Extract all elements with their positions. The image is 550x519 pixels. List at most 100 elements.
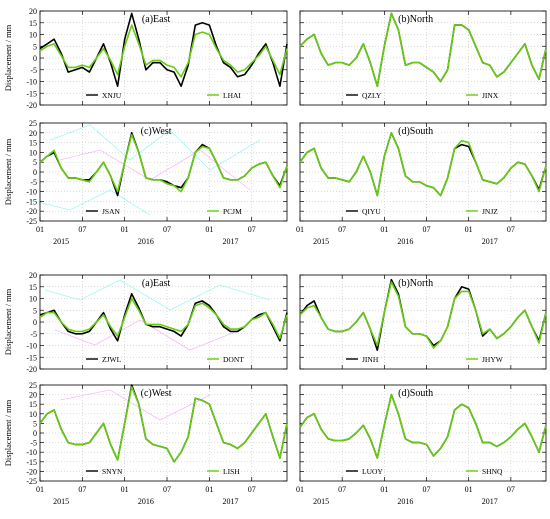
y-tick-label: 15	[29, 283, 37, 292]
year-label: 2015	[313, 237, 329, 246]
x-tick-label: 07	[163, 485, 171, 494]
x-tick-label: 07	[338, 485, 346, 494]
y-tick-label: 15	[29, 400, 37, 409]
series-line-lhai	[39, 24, 288, 78]
legend-label: PCJM	[223, 207, 242, 216]
series-line-xnju	[39, 12, 288, 87]
series-line-jnjz	[299, 132, 547, 197]
legend-label: QIYU	[362, 207, 381, 216]
x-tick-label: 07	[507, 225, 515, 234]
legend-label: ZJWL	[102, 355, 122, 364]
y-axis-label: Displacement / mm	[3, 138, 13, 205]
legend-label: JINH	[362, 355, 379, 364]
year-label: 2016	[397, 497, 413, 506]
panel-2: (b)North QZLY JINX	[299, 10, 547, 106]
y-tick-label: 15	[29, 139, 37, 148]
series-line-jinh	[299, 278, 547, 352]
legend-label: QZLY	[362, 91, 382, 100]
x-tick-label: 07	[78, 485, 86, 494]
artifact-line	[54, 319, 241, 351]
series-line-jinx	[299, 12, 547, 87]
legend-label: JHYW	[482, 355, 504, 364]
y-tick-label: 10	[29, 148, 37, 157]
year-label: 2015	[53, 237, 69, 246]
y-tick-label: 5	[33, 158, 37, 167]
x-tick-label: 01	[296, 225, 304, 234]
panel-title: (c)West	[141, 126, 172, 137]
x-tick-label: 01	[380, 485, 388, 494]
x-tick-label: 01	[36, 225, 44, 234]
year-label: 2017	[223, 497, 239, 506]
x-tick-label: 01	[296, 485, 304, 494]
x-tick-label: 01	[205, 485, 213, 494]
y-tick-label: -5	[30, 66, 37, 75]
series-line-pcjm	[39, 134, 288, 193]
year-label: 2017	[223, 237, 239, 246]
x-tick-label: 07	[78, 225, 86, 234]
artifact-line	[59, 149, 251, 191]
legend-label: JNJZ	[482, 207, 498, 216]
y-tick-label: -20	[26, 365, 37, 374]
y-tick-label: -15	[26, 458, 37, 467]
panel-6: (b)North JINH JHYW	[299, 274, 547, 370]
y-tick-label: 20	[29, 271, 37, 280]
y-axis-label: Displacement / mm	[3, 288, 13, 355]
x-tick-label: 07	[163, 225, 171, 234]
y-tick-label: 0	[33, 54, 37, 63]
panel-title: (a)East	[142, 14, 171, 25]
year-label: 2016	[138, 237, 154, 246]
year-label: 2015	[313, 497, 329, 506]
y-tick-label: -10	[26, 342, 37, 351]
y-tick-label: -10	[26, 188, 37, 197]
artifact-line	[29, 189, 151, 216]
legend-label: LISH	[223, 467, 240, 476]
panel-title: (b)North	[398, 14, 433, 25]
y-tick-label: 0	[33, 429, 37, 438]
background-artifacts	[29, 124, 271, 421]
y-tick-label: -5	[30, 439, 37, 448]
y-tick-label: 5	[33, 419, 37, 428]
legend-label: LHAI	[223, 91, 241, 100]
artifact-line	[59, 389, 211, 421]
legend-label: DONT	[223, 355, 244, 364]
legend-label: LUOY	[362, 467, 383, 476]
series-line-dont	[39, 297, 288, 340]
y-tick-label: -25	[26, 217, 37, 226]
panel-4: (d)South QIYU JNJZ 01 07 01 07 01 07 2015 2016 2017	[296, 122, 547, 246]
y-tick-label: -25	[26, 477, 37, 486]
y-tick-label: -20	[26, 101, 37, 110]
legend-label: SNYN	[102, 467, 123, 476]
y-axis-label: Displacement / mm	[3, 24, 13, 91]
x-tick-label: 07	[423, 485, 431, 494]
y-tick-label: 20	[29, 7, 37, 16]
y-tick-label: 5	[33, 42, 37, 51]
panel-title: (d)South	[398, 126, 433, 137]
y-tick-label: -15	[26, 197, 37, 206]
series-line-jsan	[39, 132, 288, 197]
legend-label: SHNQ	[482, 467, 503, 476]
y-tick-label: 15	[29, 19, 37, 28]
y-tick-label: 10	[29, 31, 37, 40]
y-tick-label: 0	[33, 318, 37, 327]
x-tick-label: 01	[36, 485, 44, 494]
artifact-line	[44, 279, 271, 311]
y-tick-label: -20	[26, 467, 37, 476]
y-tick-label: -5	[30, 178, 37, 187]
y-tick-label: 10	[29, 410, 37, 419]
panel-1: 20 15 10 5 0 -5 -10 -15 -20 (a)East XNJU LHAI Displa…	[3, 7, 288, 110]
panel-8: (d)South LUOY SHNQ 01 07 01 07 01 07 2015 2016 2017	[296, 384, 547, 506]
legend-label: JINX	[482, 91, 499, 100]
y-tick-label: 0	[33, 168, 37, 177]
y-tick-label: 5	[33, 306, 37, 315]
x-tick-label: 01	[380, 225, 388, 234]
year-label: 2015	[53, 497, 69, 506]
y-tick-label: 20	[29, 391, 37, 400]
y-tick-label: -5	[30, 330, 37, 339]
legend-label: XNJU	[102, 91, 122, 100]
x-tick-label: 01	[205, 225, 213, 234]
panel-title: (c)West	[141, 388, 172, 399]
legend-label: JSAN	[102, 207, 121, 216]
